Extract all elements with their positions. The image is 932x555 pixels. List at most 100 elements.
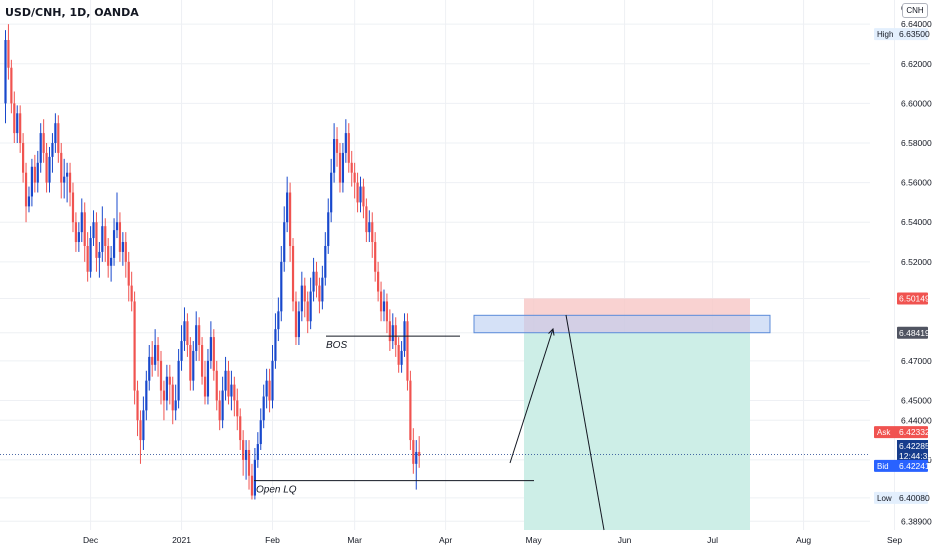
candle-body xyxy=(171,384,174,411)
candle-body xyxy=(19,113,22,143)
ask-price-tag-bg xyxy=(874,426,928,439)
projection-arrow-up xyxy=(509,329,553,464)
candle-body xyxy=(180,341,183,361)
time-axis[interactable]: Dec 2021 Feb Mar Apr May Jun Jul Aug Sep xyxy=(83,535,902,545)
symbol-title[interactable]: USD/CNH, 1D, OANDA xyxy=(5,6,139,19)
candle-body xyxy=(195,325,198,351)
time-tick-label: Feb xyxy=(265,535,280,545)
candle-body xyxy=(156,345,160,361)
time-tick-label: Apr xyxy=(439,535,452,545)
candle-body xyxy=(124,242,127,262)
candle-body xyxy=(92,222,95,239)
candle-body xyxy=(391,325,394,342)
high-price-tag-bg xyxy=(874,28,928,41)
candle-body xyxy=(162,390,166,401)
candle-body xyxy=(236,400,239,417)
candle-body xyxy=(151,356,154,365)
price-tick-label: 6.44000 xyxy=(901,415,932,425)
entry-price-tag-value: 6.48419 xyxy=(899,328,930,338)
stop-price-tag: 6.50149 xyxy=(897,292,930,305)
candle-body xyxy=(397,345,400,365)
open-lq-label: Open LQ xyxy=(256,485,297,496)
candle-body xyxy=(101,226,104,252)
candle-body xyxy=(291,245,295,302)
high-price-tag-tag: High xyxy=(877,30,893,39)
low-price-tag: Low 6.40080 xyxy=(874,491,930,504)
candle-body xyxy=(356,182,359,203)
candle-body xyxy=(312,271,315,292)
candle-body xyxy=(324,245,327,278)
time-tick-label: Aug xyxy=(796,535,811,545)
candle-body xyxy=(271,360,274,401)
last-price-value: 6.42285 xyxy=(899,441,930,451)
candle-body xyxy=(277,311,280,330)
price-tick-label: 6.56000 xyxy=(901,178,932,188)
stop-price-tag-value: 6.50149 xyxy=(899,293,930,303)
candle-body xyxy=(306,301,309,322)
candle-body xyxy=(183,321,186,342)
candle-body xyxy=(221,390,224,421)
bid-price-tag-tag: Bid xyxy=(877,462,889,471)
candle-body xyxy=(309,291,312,322)
candle-body xyxy=(230,384,233,397)
candle-body xyxy=(159,360,163,391)
price-tick-label: 6.38900 xyxy=(901,516,932,526)
candle-body xyxy=(256,444,259,460)
candle-body xyxy=(300,285,303,312)
bid-price-tag-value: 6.42241 xyxy=(899,461,930,471)
candle-body xyxy=(136,390,139,421)
candle-body xyxy=(218,400,221,421)
candle-body xyxy=(330,172,333,213)
candle-body xyxy=(66,172,69,177)
candle-body xyxy=(39,133,42,163)
bid-price-tag: Bid 6.42241 xyxy=(874,459,930,472)
candle-body xyxy=(63,176,66,183)
candle-body xyxy=(415,451,418,464)
candle-body xyxy=(286,192,289,223)
time-tick-label: Sep xyxy=(887,535,902,545)
candle-body xyxy=(189,345,192,381)
position-zones xyxy=(473,298,771,530)
candle-body xyxy=(265,380,268,397)
candle-body xyxy=(121,242,124,252)
candle-body xyxy=(212,337,215,371)
candle-body xyxy=(215,370,218,401)
price-tick-label: 6.45000 xyxy=(901,395,932,405)
candle-body xyxy=(4,40,7,104)
candle-body xyxy=(327,212,330,246)
price-axis[interactable]: 6.64000 6.62000 6.60000 6.58000 6.56000 6.540… xyxy=(874,3,932,526)
candle-body xyxy=(297,311,300,338)
price-tick-label: 6.47000 xyxy=(901,356,932,366)
last-price-bg xyxy=(897,440,928,462)
candle-body xyxy=(192,350,195,381)
candle-body xyxy=(288,192,292,246)
bid-price-tag-bg xyxy=(874,459,928,472)
supply-zone xyxy=(473,314,771,334)
currency-button[interactable]: CNH xyxy=(902,3,928,18)
candle-body xyxy=(379,291,383,312)
candle-body xyxy=(239,416,242,441)
time-tick-label: 2021 xyxy=(172,535,191,545)
candle-body xyxy=(321,277,324,302)
candle-body xyxy=(224,370,227,391)
candle-body xyxy=(22,142,25,173)
drawings: BOS Open LQ xyxy=(0,314,870,531)
candle-body xyxy=(130,285,133,302)
candle-body xyxy=(165,376,168,401)
candle-body xyxy=(177,360,180,401)
candle-body xyxy=(16,113,19,134)
time-tick-label: Jul xyxy=(707,535,718,545)
candle-body xyxy=(115,222,119,231)
candle-body xyxy=(262,396,265,421)
candle-body xyxy=(118,222,122,252)
candle-body xyxy=(294,301,298,338)
candle-body xyxy=(374,242,377,272)
candle-body xyxy=(409,380,412,441)
candle-body xyxy=(54,123,57,143)
candle-body xyxy=(45,152,48,183)
candle-body xyxy=(145,380,148,411)
candle-body xyxy=(388,321,391,342)
candle-body xyxy=(48,156,51,183)
